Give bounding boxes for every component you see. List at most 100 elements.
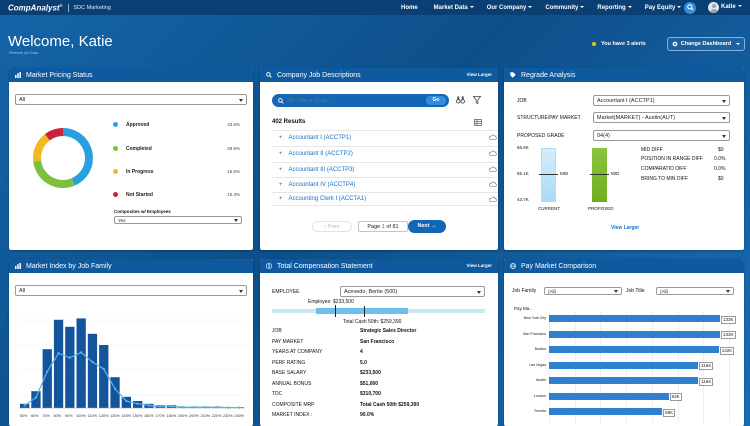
table-view-icon[interactable]: [474, 119, 482, 126]
chevron-down-icon: [239, 289, 243, 293]
job-row[interactable]: + Accountant IV (ACCTP4): [272, 177, 498, 191]
cloud-download-icon[interactable]: [489, 150, 497, 157]
filter-icon[interactable]: [473, 96, 481, 104]
view-larger-link[interactable]: View Larger: [466, 72, 492, 77]
expand-icon[interactable]: +: [279, 134, 283, 141]
cloud-download-icon[interactable]: [489, 134, 497, 141]
pay-market-bar[interactable]: [549, 315, 720, 322]
view-larger-link[interactable]: View Larger: [466, 263, 492, 268]
x-tick-label: 50%: [19, 414, 28, 418]
view-larger-link[interactable]: View Larger: [611, 225, 640, 231]
job-link[interactable]: Accounting Clerk I (ACCTA1): [288, 196, 367, 202]
histogram-bar[interactable]: [53, 319, 64, 408]
expand-icon[interactable]: +: [279, 150, 283, 157]
job-select[interactable]: Accountant I (ACCTP1): [593, 95, 730, 106]
panel-header: Regrade Analysis: [504, 68, 744, 82]
nav-pay-equity[interactable]: Pay Equity: [645, 5, 682, 11]
histogram-bar[interactable]: [110, 377, 120, 408]
employee-select[interactable]: Acevedo, Bertie (500): [340, 286, 485, 297]
cloud-download-icon[interactable]: [489, 166, 497, 173]
job-row[interactable]: + Accountant II (ACCTP2): [272, 146, 498, 160]
user-menu[interactable]: Katie: [721, 4, 742, 10]
job-row[interactable]: + Accounting Clerk I (ACCTA1): [272, 192, 498, 206]
histogram-bar[interactable]: [42, 349, 52, 408]
search-button[interactable]: [684, 1, 696, 14]
histogram-bar[interactable]: [65, 326, 75, 408]
go-button[interactable]: Go: [426, 96, 446, 105]
job-family-select[interactable]: (All): [544, 287, 622, 295]
employee-marker-label: Employee: $233,500: [308, 299, 354, 305]
comp-row-value: $51,000: [360, 380, 379, 387]
panel-title: Total Compensation Statement: [277, 262, 373, 270]
expand-icon[interactable]: +: [279, 196, 283, 202]
cloud-download-icon[interactable]: [489, 196, 497, 203]
legend-approved: Approved: [126, 121, 150, 128]
x-tick-label: 40K: [596, 425, 603, 426]
bar-value-label: 93K: [669, 393, 682, 401]
composites-select[interactable]: Yes: [114, 216, 242, 224]
expand-icon[interactable]: +: [279, 181, 283, 188]
alerts-link[interactable]: You have 3 alerts: [592, 41, 646, 47]
donut-slice-approved[interactable]: [63, 128, 93, 186]
pay-market-bar[interactable]: [549, 330, 720, 338]
histogram-bar[interactable]: [87, 333, 98, 408]
distribution-point: [125, 399, 128, 403]
binoculars-icon[interactable]: [456, 96, 465, 104]
comp-row-label: JOB: [272, 328, 282, 334]
next-button[interactable]: Next →: [408, 220, 446, 233]
proposed-label: PROPOSED: [588, 206, 614, 211]
top-nav-bar: CompAnalyst® SDC Marketing: [0, 0, 750, 15]
job-link[interactable]: Accountant II (ACCTP2): [288, 150, 353, 157]
companalyst-logo[interactable]: CompAnalyst®: [8, 2, 63, 13]
job-row[interactable]: + Accountant III (ACCTP3): [272, 162, 498, 176]
histogram-bar[interactable]: [76, 318, 86, 408]
pay-market-bar[interactable]: [549, 392, 669, 400]
distribution-point: [226, 406, 230, 409]
nav-home[interactable]: Home: [401, 4, 418, 11]
employee-marker: [335, 305, 336, 317]
job-row[interactable]: + Accountant I (ACCTP1): [272, 130, 498, 144]
chevron-down-icon: [726, 290, 730, 294]
distribution-point: [192, 405, 196, 409]
pay-market-bar[interactable]: [549, 408, 663, 415]
change-dashboard-button[interactable]: Change Dashboard: [667, 37, 745, 51]
refresh-all-link[interactable]: Refresh All Data: [9, 50, 38, 55]
nav-market-data[interactable]: Market Data: [434, 5, 474, 11]
expand-icon[interactable]: +: [279, 166, 283, 173]
page-number[interactable]: 1: [381, 224, 385, 230]
job-title-select[interactable]: (All): [656, 287, 734, 295]
avatar[interactable]: [708, 2, 719, 13]
comp-row-label: TDC: [272, 391, 283, 397]
comp-row-value: 4: [360, 349, 363, 355]
nav-community[interactable]: Community: [545, 5, 585, 11]
diff-label: POSITION IN RANGE DIFF: [641, 156, 703, 162]
histogram-bar[interactable]: [121, 396, 131, 408]
donut-slice-not-started[interactable]: [44, 128, 63, 141]
prev-button[interactable]: ‹ Prev: [312, 221, 352, 232]
y-axis-top: 66.6K: [517, 145, 529, 150]
structure-select[interactable]: Market(MARKET) - Austin(AUT): [593, 112, 730, 123]
comp-row-value: 90.0%: [360, 412, 375, 418]
pay-market-bar[interactable]: [549, 346, 719, 353]
histogram-bar[interactable]: [99, 345, 109, 408]
pay-market-bar[interactable]: [549, 377, 699, 384]
cloud-download-icon[interactable]: [489, 181, 497, 188]
org-name: SDC Marketing: [73, 4, 111, 11]
status-filter-select[interactable]: All: [15, 94, 247, 105]
job-link[interactable]: Accountant IV (ACCTP4): [288, 181, 356, 188]
nav-reporting[interactable]: Reporting: [597, 5, 632, 11]
job-link[interactable]: Accountant I (ACCTP1): [288, 134, 352, 141]
comp-row-value: $233,500: [360, 370, 381, 376]
job-search-input[interactable]: [286, 95, 421, 106]
grade-select[interactable]: 04(4): [593, 130, 730, 141]
nav-our-company[interactable]: Our Company: [487, 5, 533, 11]
chevron-down-icon: [722, 134, 726, 138]
histogram-bar[interactable]: [31, 391, 41, 408]
pay-market-bar[interactable]: [549, 361, 699, 369]
job-link[interactable]: Accountant III (ACCTP3): [288, 166, 355, 173]
category-label: Austin: [536, 378, 546, 382]
market-pricing-panel: Market Pricing Status All Approved 43.6%…: [9, 68, 253, 250]
donut-slice-in-progress[interactable]: [33, 134, 50, 162]
job-family-select[interactable]: All: [15, 285, 247, 296]
donut-slice-completed[interactable]: [33, 160, 75, 188]
